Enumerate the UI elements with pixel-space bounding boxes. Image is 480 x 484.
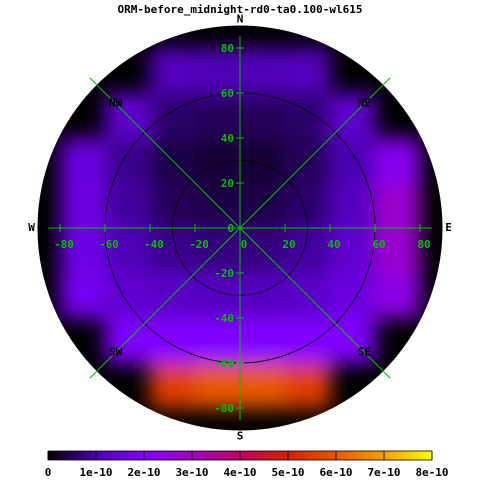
colorbar-tick-label: 0 [45,466,52,479]
heatmap-cell [375,183,421,229]
heatmap-cell [195,273,241,319]
heatmap-cell [330,273,376,319]
direction-label: S [237,430,244,443]
heatmap-cell [375,138,421,184]
heatmap-cell [285,93,331,139]
heatmap-cell [330,228,376,274]
heatmap-cell [60,138,106,184]
heatmap-cell [105,138,151,184]
heatmap-cell [240,363,286,409]
x-tick-label: 0 [241,238,248,251]
heatmap-cell [285,363,331,409]
heatmap-cell [330,138,376,184]
colorbar-tick-label: 8e-10 [415,466,448,479]
heatmap-cell [105,183,151,229]
direction-label: NE [358,97,371,110]
heatmap-cell [195,318,241,364]
x-tick-label: -60 [99,238,119,251]
colorbar-tick-label: 6e-10 [319,466,352,479]
heatmap-cell [150,363,196,409]
y-tick-label: 80 [221,42,234,55]
heatmap-cell [375,273,421,319]
heatmap-cell [195,93,241,139]
heatmap-cell [330,183,376,229]
heatmap-cell [240,273,286,319]
heatmap-cell [60,273,106,319]
direction-label: SW [109,345,123,358]
heatmap-cell [285,183,331,229]
heatmap-cell [150,318,196,364]
y-tick-label: 40 [221,132,234,145]
colorbar-tick-label: 2e-10 [127,466,160,479]
y-tick-label: 0 [227,222,234,235]
heatmap-cell [195,48,241,94]
y-tick-label: -20 [214,267,234,280]
colorbar-tick-label: 5e-10 [271,466,304,479]
heatmap-cell [60,228,106,274]
y-tick-label: -60 [214,357,234,370]
heatmap-cell [60,183,106,229]
x-tick-label: -40 [144,238,164,251]
x-tick-label: 80 [417,238,430,251]
y-tick-label: -40 [214,312,234,325]
chart-title: ORM-before_midnight-rd0-ta0.100-wl615 [117,3,362,16]
heatmap-cell [375,228,421,274]
heatmap-cell [240,48,286,94]
x-tick-label: 60 [372,238,385,251]
heatmap-cell [285,228,331,274]
heatmap-cell [195,363,241,409]
heatmap-cell [105,228,151,274]
heatmap-cell [285,318,331,364]
colorbar-tick-label: 3e-10 [175,466,208,479]
colorbar-tick-label: 4e-10 [223,466,256,479]
direction-label: SE [358,345,371,358]
y-tick-label: 60 [221,87,234,100]
direction-label: N [237,13,244,26]
y-tick-label: 20 [221,177,234,190]
colorbar-tick-label: 1e-10 [79,466,112,479]
heatmap-cell [285,48,331,94]
heatmap-cell [240,93,286,139]
heatmap-cell [105,273,151,319]
y-tick-label: -80 [214,402,234,415]
heatmap-cell [240,318,286,364]
heatmap-cell [150,93,196,139]
heatmap-cell [150,48,196,94]
colorbar-tick-label: 7e-10 [367,466,400,479]
x-tick-label: -20 [189,238,209,251]
direction-label: E [445,221,452,234]
x-tick-label: 40 [327,238,340,251]
x-tick-label: 20 [282,238,295,251]
x-tick-label: -80 [54,238,74,251]
direction-label: W [28,221,35,234]
direction-label: NW [109,97,123,110]
